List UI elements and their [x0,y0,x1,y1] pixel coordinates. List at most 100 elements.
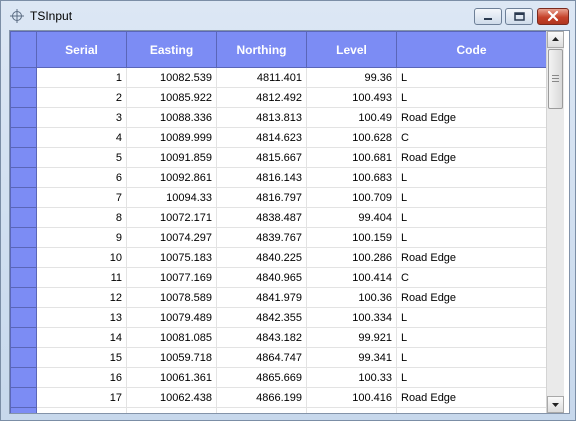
column-header-easting[interactable]: Easting [126,31,217,68]
code-cell[interactable]: Road Edge [396,387,547,408]
northing-cell[interactable]: 4816.797 [216,187,307,208]
row-header[interactable] [10,127,37,148]
serial-cell[interactable]: 10 [36,247,127,268]
northing-cell[interactable]: 4843.182 [216,327,307,348]
code-cell[interactable]: Road Edge [396,287,547,308]
code-cell[interactable]: Road Edge [396,107,547,128]
easting-cell[interactable]: 10075.183 [126,247,217,268]
table-row[interactable]: 6 10092.861 4816.143 100.683 L [10,167,547,188]
northing-cell[interactable]: 4840.965 [216,267,307,288]
table-row[interactable]: 2 10085.922 4812.492 100.493 L [10,87,547,108]
level-cell[interactable]: 100.159 [306,227,397,248]
close-button[interactable] [537,8,569,25]
northing-cell[interactable]: 4864.747 [216,347,307,368]
easting-cell[interactable]: 10079.489 [126,307,217,328]
northing-cell[interactable]: 4816.143 [216,167,307,188]
row-header[interactable] [10,287,37,308]
code-cell[interactable]: L [396,327,547,348]
row-header[interactable] [10,67,37,88]
easting-cell[interactable]: 10094.33 [126,187,217,208]
table-row[interactable]: 13 10079.489 4842.355 100.334 L [10,307,547,328]
scroll-down-button[interactable] [547,396,564,413]
code-cell[interactable]: L [396,187,547,208]
easting-cell[interactable]: 10059.718 [126,347,217,368]
table-row[interactable]: 10 10075.183 4840.225 100.286 Road Edge [10,247,547,268]
row-header[interactable] [10,147,37,168]
code-cell[interactable]: L [396,307,547,328]
easting-cell[interactable]: 10062.438 [126,387,217,408]
column-header-northing[interactable]: Northing [216,31,307,68]
table-row[interactable]: 9 10074.297 4839.767 100.159 L [10,227,547,248]
code-cell[interactable]: L [396,347,547,368]
row-header[interactable] [10,107,37,128]
easting-cell[interactable]: 10089.999 [126,127,217,148]
northing-cell[interactable]: 4813.813 [216,107,307,128]
code-cell[interactable]: C [396,127,547,148]
vertical-scrollbar[interactable] [546,31,564,413]
northing-cell[interactable]: 4865.669 [216,367,307,388]
scroll-up-button[interactable] [547,31,564,48]
row-header[interactable] [10,247,37,268]
title-bar[interactable]: TSInput [1,1,575,29]
easting-cell[interactable]: 10088.336 [126,107,217,128]
level-cell[interactable]: 99.36 [306,67,397,88]
row-header[interactable] [10,347,37,368]
row-header[interactable] [10,327,37,348]
northing-cell[interactable]: 4842.355 [216,307,307,328]
level-cell[interactable]: 100.628 [306,127,397,148]
serial-cell[interactable]: 6 [36,167,127,188]
table-row[interactable]: 3 10088.336 4813.813 100.49 Road Edge [10,107,547,128]
level-cell[interactable]: 100.414 [306,267,397,288]
table-row[interactable]: 7 10094.33 4816.797 100.709 L [10,187,547,208]
northing-cell[interactable]: 4811.401 [216,67,307,88]
code-cell[interactable]: L [396,227,547,248]
table-row[interactable]: 17 10062.438 4866.199 100.416 Road Edge [10,387,547,408]
row-header[interactable] [10,87,37,108]
table-row[interactable]: 15 10059.718 4864.747 99.341 L [10,347,547,368]
row-header[interactable] [10,387,37,408]
row-header[interactable] [10,267,37,288]
corner-cell[interactable] [10,31,37,68]
easting-cell[interactable]: 10082.539 [126,67,217,88]
table-row[interactable]: 1 10082.539 4811.401 99.36 L [10,67,547,88]
level-cell[interactable]: 100.334 [306,307,397,328]
level-cell[interactable]: 100.709 [306,187,397,208]
serial-cell[interactable]: 2 [36,87,127,108]
serial-cell[interactable]: 8 [36,207,127,228]
level-cell[interactable]: 100.519 [306,407,397,413]
column-header-serial[interactable]: Serial [36,31,127,68]
serial-cell[interactable]: 17 [36,387,127,408]
level-cell[interactable]: 100.286 [306,247,397,268]
level-cell[interactable]: 100.49 [306,107,397,128]
table-row[interactable]: 12 10078.589 4841.979 100.36 Road Edge [10,287,547,308]
serial-cell[interactable]: 11 [36,267,127,288]
easting-cell[interactable]: 10081.085 [126,327,217,348]
easting-cell[interactable]: 10091.859 [126,147,217,168]
row-header[interactable] [10,207,37,228]
level-cell[interactable]: 100.36 [306,287,397,308]
easting-cell[interactable]: 10064.435 [126,407,217,413]
table-row[interactable]: 4 10089.999 4814.623 100.628 C [10,127,547,148]
serial-cell[interactable]: 18 [36,407,127,413]
northing-cell[interactable]: 4866.199 [216,387,307,408]
minimize-button[interactable] [474,8,502,25]
northing-cell[interactable]: 4812.492 [216,87,307,108]
level-cell[interactable]: 99.341 [306,347,397,368]
northing-cell[interactable]: 4815.667 [216,147,307,168]
row-header[interactable] [10,187,37,208]
easting-cell[interactable]: 10072.171 [126,207,217,228]
level-cell[interactable]: 99.921 [306,327,397,348]
row-header[interactable] [10,167,37,188]
scroll-thumb[interactable] [548,49,563,109]
easting-cell[interactable]: 10061.361 [126,367,217,388]
easting-cell[interactable]: 10092.861 [126,167,217,188]
northing-cell[interactable]: 4840.225 [216,247,307,268]
level-cell[interactable]: 100.33 [306,367,397,388]
easting-cell[interactable]: 10078.589 [126,287,217,308]
level-cell[interactable]: 100.416 [306,387,397,408]
column-header-level[interactable]: Level [306,31,397,68]
maximize-button[interactable] [505,8,533,25]
table-row[interactable]: 11 10077.169 4840.965 100.414 C [10,267,547,288]
serial-cell[interactable]: 14 [36,327,127,348]
serial-cell[interactable]: 1 [36,67,127,88]
